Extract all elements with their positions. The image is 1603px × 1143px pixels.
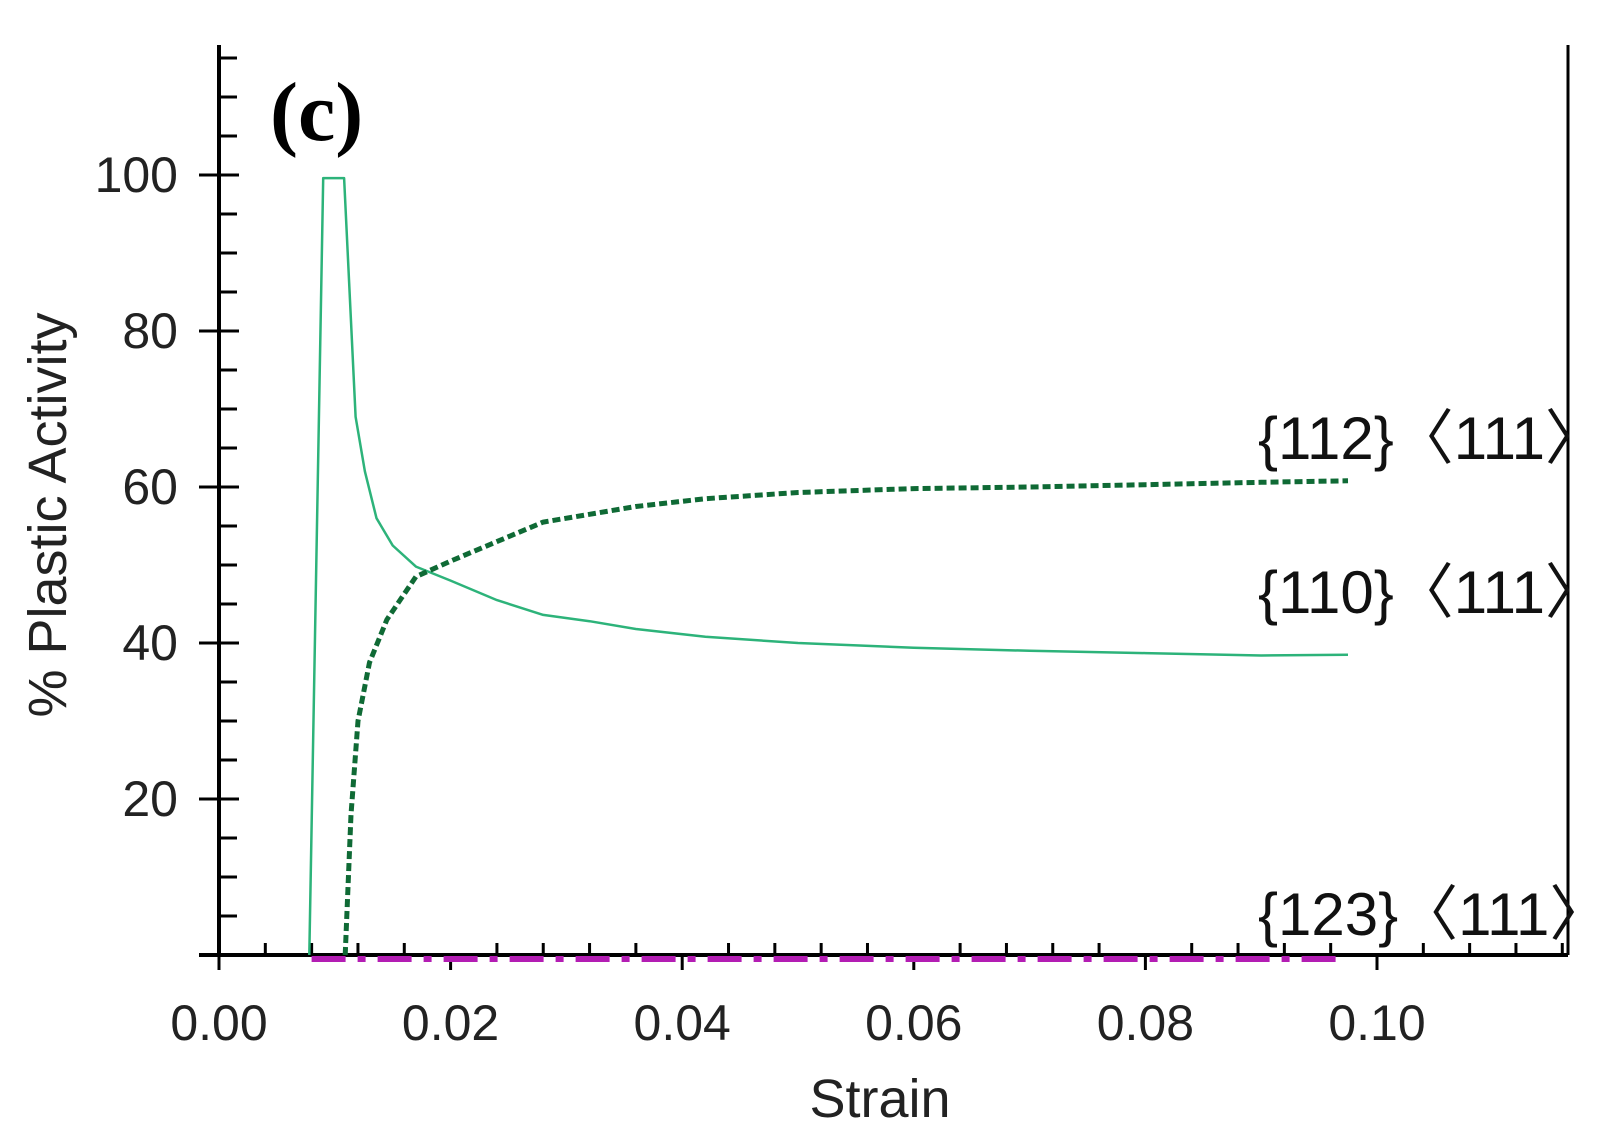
series-label-110: {110}〈111〉 [1258,559,1603,626]
x-tick-label: 0.04 [634,995,731,1051]
series-label-123: {123}〈111〉 [1258,881,1603,948]
tick-labels: 0.00 0.02 0.04 0.06 0.08 0.10 20 40 60 80 100 [95,147,1426,1051]
series-112-111-line [342,478,1349,956]
x-tick-label: 0.10 [1328,995,1425,1051]
ticks [199,56,1564,970]
series-lines [308,176,1349,962]
y-tick-label: 60 [122,459,178,515]
y-tick-label: 80 [122,303,178,359]
x-axis-title: Strain [809,1069,950,1129]
x-tick-label: 0.00 [170,995,267,1051]
x-tick-label: 0.08 [1097,995,1194,1051]
y-tick-label: 100 [95,147,178,203]
axes [199,45,1570,957]
y-tick-label: 20 [122,771,178,827]
series-label-112: {112}〈111〉 [1258,405,1603,472]
panel-label: (c) [270,66,363,159]
x-tick-label: 0.06 [865,995,962,1051]
y-axis-title: % Plastic Activity [18,312,78,717]
y-tick-label: 40 [122,615,178,671]
x-tick-label: 0.02 [402,995,499,1051]
series-110-111-line [308,176,1349,956]
